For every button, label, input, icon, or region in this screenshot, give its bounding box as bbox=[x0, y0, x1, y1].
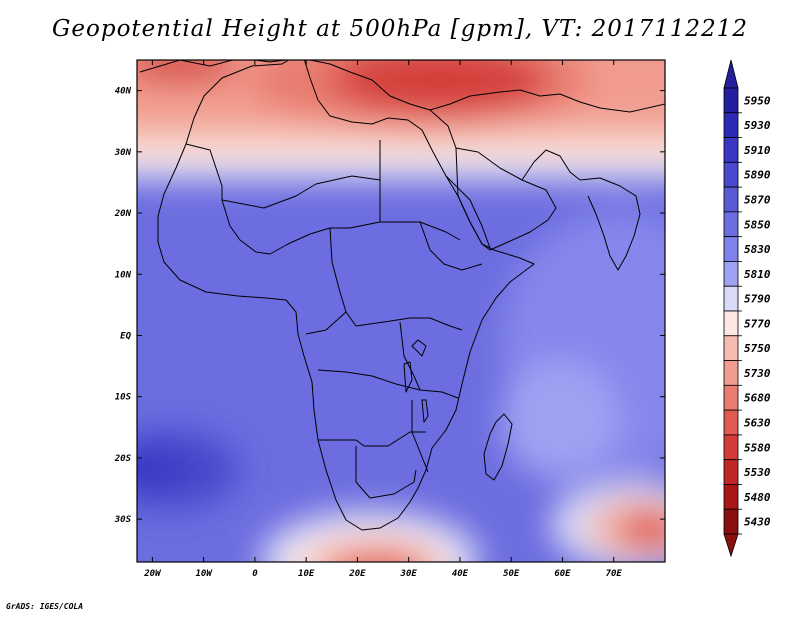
colorbar-swatch bbox=[723, 484, 739, 510]
lon-tick-label: 70E bbox=[606, 569, 623, 579]
lon-tick-label: 20E bbox=[348, 569, 366, 579]
colorbar-label: 5870 bbox=[744, 194, 771, 207]
colorbar-label: 5580 bbox=[744, 441, 771, 454]
colorbar-swatch bbox=[723, 508, 739, 535]
lat-tick-label: 10N bbox=[115, 270, 132, 280]
colorbar-swatch bbox=[723, 236, 739, 262]
colorbar-label: 5830 bbox=[744, 243, 771, 256]
colorbar-swatch bbox=[723, 87, 739, 114]
colorbar-label: 5530 bbox=[744, 466, 771, 479]
lon-tick-label: 0 bbox=[252, 569, 258, 579]
lat-tick-label: 30S bbox=[114, 515, 132, 525]
lon-tick-label: 60E bbox=[554, 569, 571, 579]
lon-tick-label: 20W bbox=[143, 569, 162, 579]
lon-tick-label: 10W bbox=[196, 569, 214, 579]
colorbar-arrow-bottom bbox=[723, 533, 739, 558]
lat-tick-label: 20S bbox=[114, 454, 132, 464]
colorbar-swatch bbox=[723, 186, 739, 213]
colorbar-swatch bbox=[723, 161, 739, 188]
lon-tick-label: 10E bbox=[298, 569, 315, 579]
colorbar-label: 5680 bbox=[744, 392, 771, 405]
colorbar-label: 5910 bbox=[744, 144, 771, 157]
colorbar-swatch bbox=[723, 285, 739, 312]
colorbar-label: 5950 bbox=[744, 94, 771, 107]
colorbar-swatch bbox=[723, 335, 739, 361]
colorbar-swatch bbox=[723, 112, 739, 138]
lon-tick-label: 40E bbox=[452, 569, 469, 579]
colorbar-swatch bbox=[723, 211, 739, 238]
lon-tick-label: 50E bbox=[503, 569, 520, 579]
lat-tick-label: 20N bbox=[114, 209, 132, 219]
lat-tick-label: 30N bbox=[114, 148, 132, 158]
colorbar-label: 5430 bbox=[744, 516, 771, 529]
credit-text: GrADS: IGES/COLA bbox=[6, 602, 84, 611]
map-title: Geopotential Height at 500hPa [gpm], VT:… bbox=[52, 16, 748, 42]
lat-tick-label: EQ bbox=[120, 331, 131, 341]
longitude-ticks: 20W 10W 0 10E 20E 30E 40E 50E 60E 70E bbox=[143, 60, 622, 579]
colorbar-arrow-top bbox=[723, 59, 739, 89]
colorbar-label: 5810 bbox=[744, 268, 771, 281]
colorbar-label: 5630 bbox=[744, 417, 771, 430]
colorbar-swatch bbox=[723, 261, 739, 287]
colorbar-label: 5770 bbox=[744, 317, 771, 330]
height-field bbox=[137, 60, 665, 562]
lon-tick-label: 30E bbox=[400, 569, 418, 579]
colorbar-label: 5850 bbox=[744, 218, 771, 231]
colorbar-swatch bbox=[723, 459, 739, 485]
colorbar-label: 5750 bbox=[744, 342, 771, 355]
colorbar-swatch bbox=[723, 360, 739, 386]
colorbar-swatch bbox=[723, 409, 739, 436]
colorbar-swatch bbox=[723, 310, 739, 337]
colorbar-swatch bbox=[723, 384, 739, 411]
colorbar-label: 5890 bbox=[744, 169, 771, 182]
latitude-ticks: 40N 30N 20N 10N EQ 10S 20S 30S bbox=[114, 87, 665, 525]
lat-tick-label: 40N bbox=[115, 87, 132, 97]
colorbar-label: 5480 bbox=[744, 491, 771, 504]
colorbar-label: 5930 bbox=[744, 119, 771, 132]
colorbar-label: 5790 bbox=[744, 293, 771, 306]
colorbar-swatch bbox=[723, 137, 739, 163]
colorbar-label: 5730 bbox=[744, 367, 771, 380]
lat-tick-label: 10S bbox=[115, 393, 132, 403]
colorbar-swatch bbox=[723, 434, 739, 461]
colorbar: 5950 5930 5910 5890 5870 5850 5830 5810 5790 5770… bbox=[723, 59, 771, 558]
